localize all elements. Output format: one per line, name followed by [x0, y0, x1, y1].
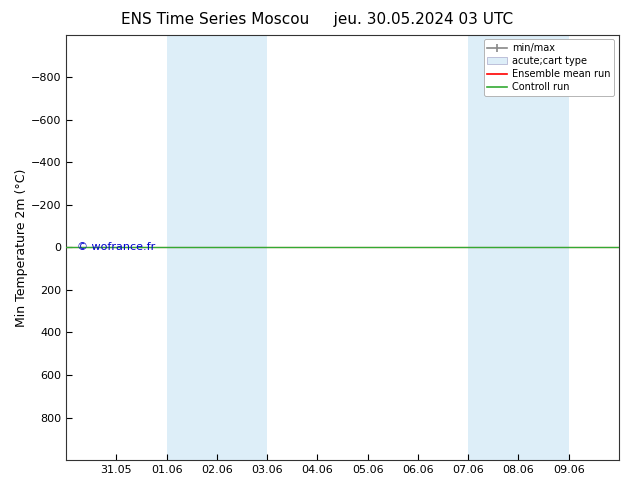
Y-axis label: Min Temperature 2m (°C): Min Temperature 2m (°C)	[15, 168, 28, 326]
Text: © wofrance.fr: © wofrance.fr	[77, 243, 155, 252]
Text: ENS Time Series Moscou     jeu. 30.05.2024 03 UTC: ENS Time Series Moscou jeu. 30.05.2024 0…	[121, 12, 513, 27]
Legend: min/max, acute;cart type, Ensemble mean run, Controll run: min/max, acute;cart type, Ensemble mean …	[484, 40, 614, 96]
Bar	[469, 35, 569, 460]
Bar	[167, 35, 267, 460]
